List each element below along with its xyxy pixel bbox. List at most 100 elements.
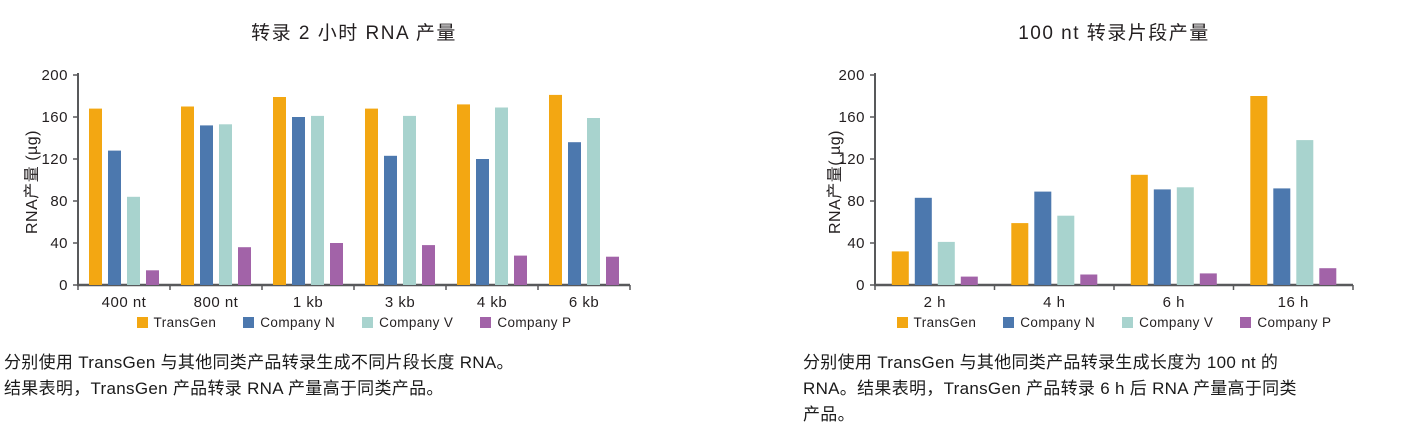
right-chart-legend: TransGen Company N Company V Company P (875, 314, 1353, 330)
bar-company-n-4h (1034, 191, 1052, 286)
x-category-label: 3 kb (385, 294, 415, 311)
x-category-label: 4 kb (477, 294, 507, 311)
y-tick-label: 160 (838, 109, 865, 126)
bar-transgen-2h (891, 251, 909, 285)
bar-company-v-4kb (495, 107, 508, 285)
legend-label: Company V (379, 314, 454, 330)
bar-company-v-16h (1296, 140, 1314, 285)
y-tick-label: 0 (59, 277, 68, 294)
bar-company-n-4kb (476, 159, 489, 285)
bar-transgen-4kb (457, 104, 470, 286)
left-chart-legend: TransGen Company N Company V Company P (78, 314, 630, 330)
caption-line: 产品。 (803, 405, 855, 424)
bar-company-p-4h (1080, 274, 1098, 285)
legend-marker (136, 316, 148, 328)
bar-company-n-2h (914, 197, 932, 285)
bar-transgen-800nt (181, 106, 194, 285)
bar-transgen-400nt (89, 108, 102, 285)
legend-label: TransGen (153, 314, 217, 330)
y-tick-label: 120 (41, 151, 68, 168)
legend-marker (480, 316, 492, 328)
x-category-label: 6 kb (569, 294, 599, 311)
bar-company-p-800nt (238, 247, 251, 285)
y-tick-label: 40 (50, 235, 68, 252)
y-tick-label: 80 (50, 193, 68, 210)
bar-company-n-16h (1273, 188, 1291, 285)
legend-item-company-n: Company N (1003, 315, 1095, 330)
left-chart-caption: 分别使用 TransGen 与其他同类产品转录生成不同片段长度 RNA。 结果表… (4, 350, 514, 402)
legend-label: Company P (1257, 314, 1332, 330)
bar-company-n-400nt (108, 150, 121, 285)
bar-company-p-400nt (146, 270, 159, 285)
x-category-label: 4 h (1043, 294, 1065, 311)
legend-item-company-n: Company N (243, 315, 335, 330)
caption-line: 分别使用 TransGen 与其他同类产品转录生成长度为 100 nt 的 (803, 353, 1279, 372)
x-category-label: 16 h (1278, 294, 1309, 311)
bar-company-p-2h (960, 276, 978, 285)
bar-company-p-6h (1199, 273, 1217, 285)
bar-transgen-16h (1250, 96, 1268, 285)
bar-company-n-3kb (384, 155, 397, 285)
bar-company-n-800nt (200, 125, 213, 286)
legend-label: TransGen (913, 314, 977, 330)
legend-marker (362, 316, 374, 328)
x-category-label: 1 kb (293, 294, 323, 311)
bar-transgen-6kb (549, 94, 562, 286)
legend-item-transgen: TransGen (136, 314, 217, 330)
y-tick-label: 200 (838, 67, 865, 84)
y-tick-label: 160 (41, 109, 68, 126)
caption-line: 结果表明，TransGen 产品转录 RNA 产量高于同类产品。 (4, 379, 444, 398)
bar-company-v-4h (1057, 215, 1075, 285)
legend-marker (1240, 316, 1252, 328)
legend-label: Company N (260, 314, 336, 330)
bar-transgen-6h (1130, 174, 1148, 286)
legend-marker (243, 316, 255, 328)
legend-item-company-p: Company P (480, 315, 571, 330)
legend-marker (1003, 316, 1015, 328)
bar-company-v-6kb (587, 118, 600, 285)
caption-line: RNA。结果表明，TransGen 产品转录 6 h 后 RNA 产量高于同类 (803, 379, 1297, 398)
bar-company-v-3kb (403, 115, 416, 286)
bar-company-v-6h (1176, 187, 1194, 285)
legend-item-company-v: Company V (1122, 315, 1213, 330)
left-chart-plot: 0 40 80 120 160 200 400 nt 800 nt 1 kb 3 kb 4 kb 6 … (41, 67, 631, 311)
legend-marker (896, 316, 908, 328)
legend-marker (1122, 316, 1134, 328)
x-category-label: 2 h (924, 294, 946, 311)
x-category-label: 6 h (1163, 294, 1185, 311)
bar-transgen-3kb (365, 108, 378, 285)
right-chart-plot: 0 40 80 120 160 200 2 h 4 h 6 h 16 h (838, 67, 1354, 311)
figure-canvas: { "chart_data": [ { "type": "bar", "titl… (4, 23, 1354, 424)
y-tick-label: 0 (856, 277, 865, 294)
legend-label: Company P (497, 314, 572, 330)
right-chart-title: 100 nt 转录片段产量 (1018, 23, 1210, 44)
bar-transgen-4h (1011, 223, 1029, 286)
bar-company-v-800nt (219, 124, 232, 285)
bar-company-v-2h (937, 241, 955, 285)
bar-company-p-6kb (606, 256, 619, 286)
bar-company-n-6h (1153, 189, 1171, 285)
y-tick-label: 80 (847, 193, 865, 210)
bar-company-v-1kb (311, 115, 324, 286)
bar-company-v-400nt (127, 196, 140, 285)
y-tick-label: 40 (847, 235, 865, 252)
bar-company-p-4kb (514, 255, 527, 285)
legend-item-company-v: Company V (362, 315, 453, 330)
x-category-label: 400 nt (102, 294, 147, 311)
bar-transgen-1kb (273, 97, 286, 285)
legend-item-company-p: Company P (1240, 315, 1331, 330)
x-category-label: 800 nt (194, 294, 239, 311)
bar-company-p-16h (1319, 268, 1337, 285)
legend-item-transgen: TransGen (896, 314, 977, 330)
y-tick-label: 120 (838, 151, 865, 168)
caption-line: 分别使用 TransGen 与其他同类产品转录生成不同片段长度 RNA。 (4, 353, 514, 372)
bar-company-p-1kb (330, 243, 343, 285)
right-chart-caption: 分别使用 TransGen 与其他同类产品转录生成长度为 100 nt 的 RN… (803, 350, 1297, 428)
legend-label: Company V (1139, 314, 1214, 330)
y-tick-label: 200 (41, 67, 68, 84)
bar-company-p-3kb (422, 245, 435, 285)
legend-label: Company N (1020, 314, 1096, 330)
bar-company-n-1kb (292, 117, 305, 285)
bar-company-n-6kb (568, 142, 581, 285)
left-chart-title: 转录 2 小时 RNA 产量 (251, 23, 457, 44)
